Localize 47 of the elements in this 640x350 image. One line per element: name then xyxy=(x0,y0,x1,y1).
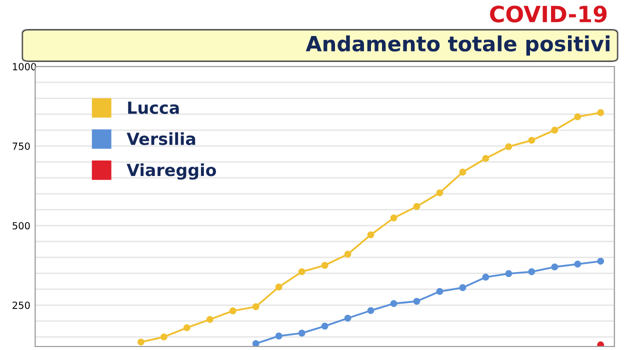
point xyxy=(344,314,352,322)
point xyxy=(413,298,420,305)
point xyxy=(528,268,536,276)
point xyxy=(367,307,374,314)
point xyxy=(367,231,374,238)
point xyxy=(413,203,420,210)
point xyxy=(551,126,558,134)
point xyxy=(505,270,512,278)
point xyxy=(597,341,604,346)
point xyxy=(459,168,466,176)
point xyxy=(321,322,328,330)
y-tick-label: 1000 xyxy=(12,62,36,70)
legend-label: Lucca xyxy=(128,102,179,114)
point xyxy=(229,307,236,314)
point xyxy=(344,250,352,258)
point xyxy=(206,316,214,323)
point xyxy=(482,274,490,281)
point xyxy=(321,262,328,269)
y-tick-label: 250 xyxy=(12,302,30,309)
point xyxy=(275,332,282,340)
point xyxy=(528,136,536,144)
point xyxy=(252,303,260,310)
legend-label: Versilia xyxy=(126,132,196,146)
point xyxy=(574,113,582,120)
point xyxy=(505,143,512,150)
point xyxy=(436,288,444,295)
point xyxy=(459,284,466,292)
point xyxy=(574,260,582,268)
point xyxy=(298,330,306,337)
point xyxy=(275,284,282,290)
point xyxy=(160,333,168,340)
point xyxy=(436,189,444,196)
chart-title: COVID-19 xyxy=(490,6,607,22)
point xyxy=(482,154,490,162)
point xyxy=(390,214,398,222)
chart-subtitle: Andamento totale positivi xyxy=(306,35,610,56)
point xyxy=(551,263,558,270)
legend-label: Viareggio xyxy=(126,163,216,180)
point xyxy=(390,300,398,308)
y-tick-label: 750 xyxy=(12,142,30,150)
y-tick-label: 500 xyxy=(12,222,30,230)
point xyxy=(137,338,144,346)
point xyxy=(298,268,306,276)
point xyxy=(252,340,260,346)
point xyxy=(597,258,604,265)
point xyxy=(183,324,190,332)
point xyxy=(597,109,604,116)
